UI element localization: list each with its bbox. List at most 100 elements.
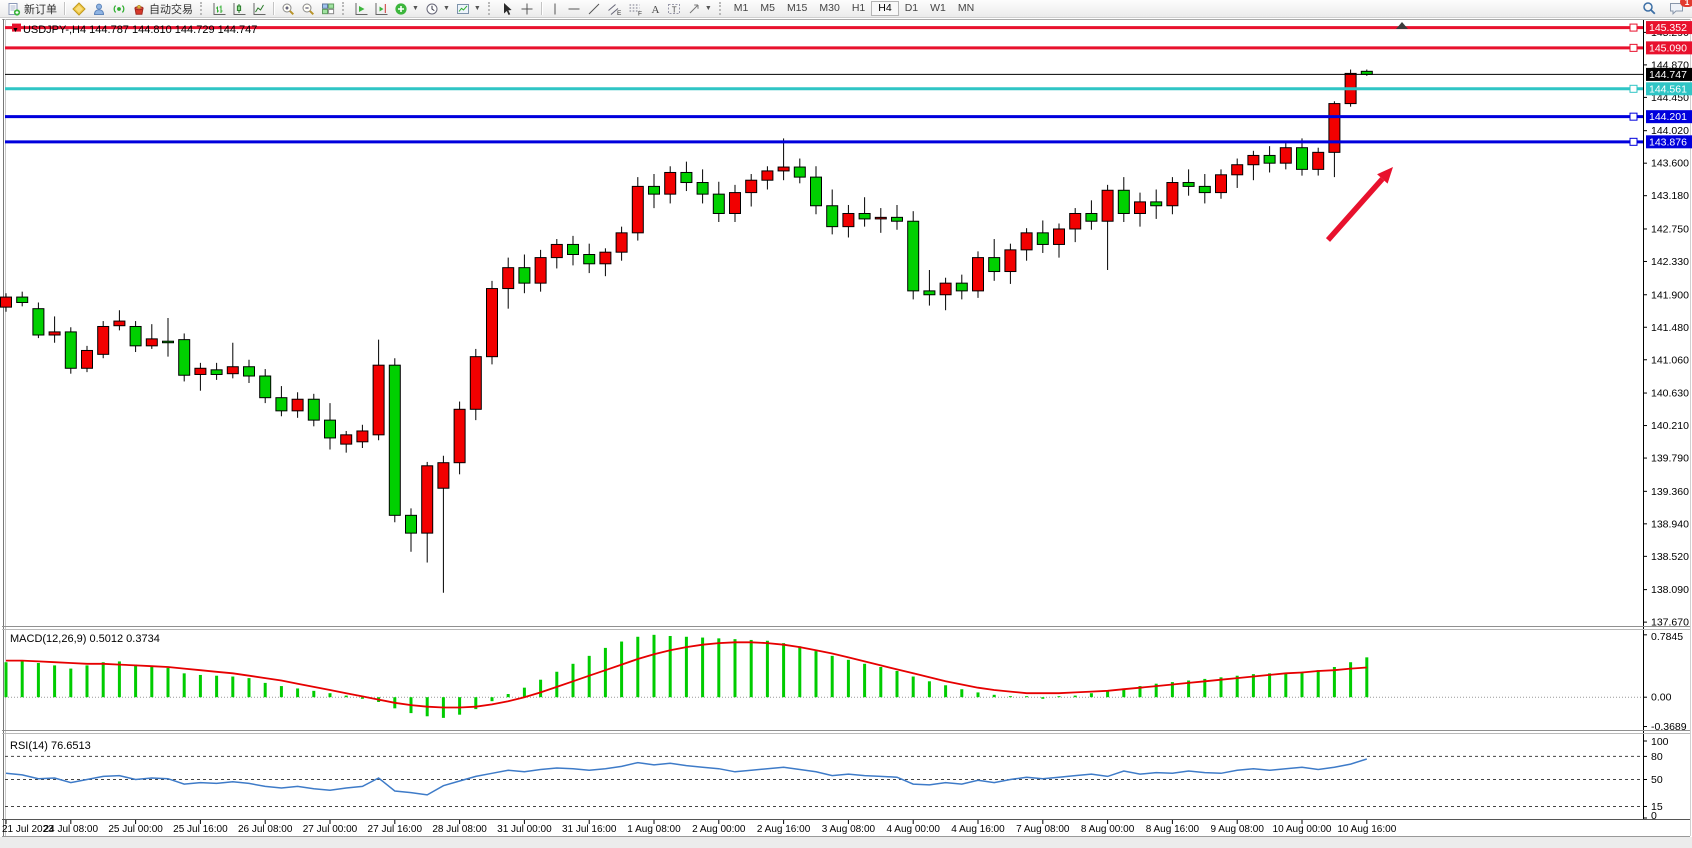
chevron-down-icon: ▼ [473,5,481,12]
svg-text:26 Jul 08:00: 26 Jul 08:00 [238,824,293,835]
candle [1166,182,1179,207]
candle [210,369,223,375]
arrow-tool-icon [689,4,699,13]
trendline-tool-button[interactable] [584,1,604,17]
timeframe-button-M30[interactable]: M30 [819,2,840,14]
cursor-button[interactable] [497,1,517,17]
zoom-in-button[interactable] [278,1,298,17]
candle [907,220,920,292]
equidistant-channel-button[interactable]: E [604,1,625,17]
candle [1004,249,1017,273]
timeframe-button-W1[interactable]: W1 [930,2,946,14]
text-tool-button[interactable]: A [646,1,664,17]
toolbar-grip [718,2,724,15]
text-label-tool-button[interactable]: T [664,1,684,17]
autotrading-icon [134,4,144,15]
candle [48,331,61,336]
candle [615,232,628,253]
candle [1036,232,1049,245]
community-button[interactable] [89,1,109,17]
hline-anchor[interactable] [1629,84,1638,93]
autotrading-label: 自动交易 [149,3,193,16]
tile-windows-icon [322,3,335,14]
svg-text:25 Jul 16:00: 25 Jul 16:00 [173,824,228,835]
chevron-down-icon: ▼ [412,5,419,12]
signals-button[interactable] [109,1,129,17]
community-icon [93,3,105,15]
zoom-out-button[interactable] [298,1,318,17]
axis-price-tag [1646,110,1692,124]
hline-tool-button[interactable] [564,1,584,17]
metaeditor-icon [72,1,86,16]
auto-scroll-button[interactable] [351,1,371,17]
candle [1296,147,1308,170]
vertical-line-icon [554,3,556,14]
channel-icon: E [607,3,622,16]
axis-price-tag [1646,21,1692,35]
svg-text:80: 80 [1651,751,1663,763]
symbol-dropdown-icon[interactable]: ▼ [12,27,19,34]
arrows-tool-button[interactable]: ▼ [684,1,715,17]
svg-text:E: E [617,10,622,16]
autotrading-button[interactable]: 自动交易 [129,1,196,17]
candle [761,170,774,181]
vline-tool-button[interactable] [546,1,564,17]
candlestick-chart-button[interactable] [229,1,249,17]
svg-text:0.00: 0.00 [1651,692,1672,704]
timeframe-button-M5[interactable]: M5 [760,2,775,14]
trend-arrow-head[interactable] [1377,167,1393,184]
hline-left-marker[interactable] [12,23,21,32]
candle [243,366,255,377]
tile-windows-button[interactable] [318,1,338,17]
timeframe-button-MN[interactable]: MN [957,2,975,14]
candle [340,434,353,445]
svg-text:144.020: 144.020 [1651,125,1689,137]
candle [777,166,790,172]
hline-anchor[interactable] [1629,137,1638,146]
candle [113,320,126,327]
timeframe-button-H1[interactable]: H1 [851,2,866,14]
line-chart-button[interactable] [249,1,269,17]
candle [631,185,644,234]
candle [1117,189,1130,214]
chart-title: ▼ USDJPY-,H4 144.787 144.810 144.729 144.… [12,24,257,36]
timeframe-button-M15[interactable]: M15 [786,2,808,14]
rsi-indicator-label: RSI(14) 76.6513 [10,740,91,752]
metaeditor-button[interactable] [69,1,89,17]
zoom-in-icon [282,3,295,15]
svg-text:145.352: 145.352 [1649,22,1687,34]
fibonacci-tool-button[interactable]: F [625,1,646,17]
toolbar-grip [487,2,493,15]
chart-shift-button[interactable] [371,1,391,17]
timeframe-button-H4[interactable]: H4 [871,1,899,16]
auto-scroll-icon [355,2,368,15]
hline-anchor[interactable] [1629,43,1638,52]
templates-button[interactable]: ▼ [453,1,484,17]
template-icon [456,3,469,14]
candle [81,349,93,369]
candle [0,296,12,308]
chart-shift-marker[interactable] [1396,22,1408,29]
trend-arrow-shaft[interactable] [1325,177,1385,242]
svg-text:100: 100 [1651,736,1669,748]
bar-chart-button[interactable] [209,1,229,17]
timeframe-button-M1[interactable]: M1 [733,2,749,14]
svg-text:145.090: 145.090 [1649,42,1687,54]
notifications-button[interactable]: 1 [1666,0,1692,17]
candle [1198,185,1211,194]
new-order-button[interactable]: 新订单 [4,1,60,17]
candle [259,375,272,399]
crosshair-button[interactable] [517,1,537,17]
hline-anchor[interactable] [1629,23,1638,32]
timeframe-button-D1[interactable]: D1 [904,2,919,14]
svg-text:T: T [672,5,677,14]
indicators-button[interactable]: ▼ [391,1,422,17]
candle [1263,154,1276,164]
hline-anchor[interactable] [1629,112,1638,121]
text-icon: A [651,4,659,16]
periods-button[interactable]: ▼ [422,1,453,17]
candle [162,340,174,344]
search-button[interactable] [1639,1,1660,17]
candle [421,465,434,534]
